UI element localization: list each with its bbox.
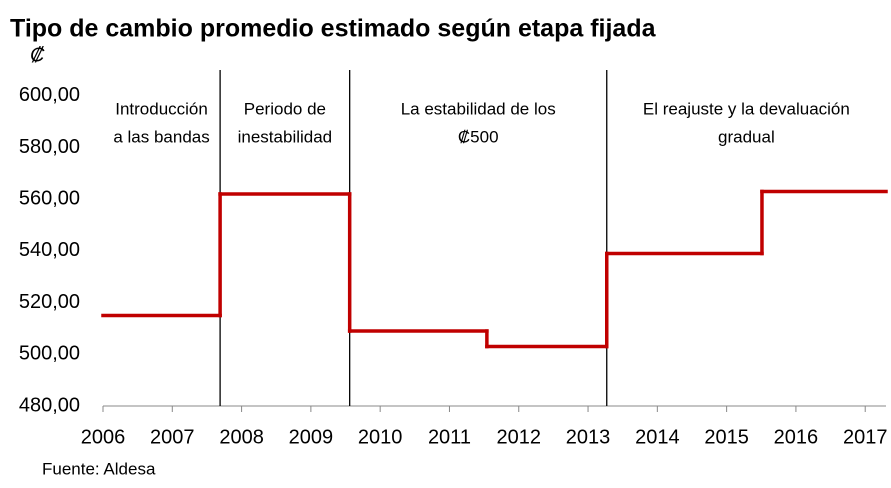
x-tick-label: 2009 [289,426,334,448]
x-tick-label: 2015 [704,426,749,448]
y-axis-label: ₡ [30,44,45,66]
y-tick-label: 580,00 [19,136,80,158]
x-tick-label: 2017 [843,426,888,448]
x-tick-label: 2016 [774,426,819,448]
x-tick-label: 2006 [81,426,126,448]
phase-label: ₡500 [458,127,499,146]
y-tick-label: 500,00 [19,343,80,365]
phase-label: El reajuste y la devaluación [643,99,850,118]
y-tick-label: 600,00 [19,84,80,106]
phase-label: Introducción [115,99,208,118]
x-tick-label: 2012 [497,426,542,448]
x-tick-label: 2010 [358,426,403,448]
x-tick-label: 2011 [428,426,471,448]
x-tick-label: 2008 [219,426,264,448]
phase-label: gradual [718,127,775,146]
chart-title: Tipo de cambio promedio estimado según e… [10,15,657,43]
x-tick-label: 2014 [635,426,680,448]
y-tick-label: 560,00 [19,188,80,210]
x-tick-label: 2013 [566,426,611,448]
source: Fuente: Aldesa [42,459,156,478]
x-tick-label: 2007 [150,426,195,448]
y-tick-label: 520,00 [19,291,80,313]
phase-label: a las bandas [113,127,209,146]
y-tick-label: 480,00 [19,394,80,416]
y-tick-label: 540,00 [19,239,80,261]
phase-label: La estabilidad de los [401,99,556,118]
phase-label: inestabilidad [238,127,333,146]
phase-label: Periodo de [244,99,326,118]
